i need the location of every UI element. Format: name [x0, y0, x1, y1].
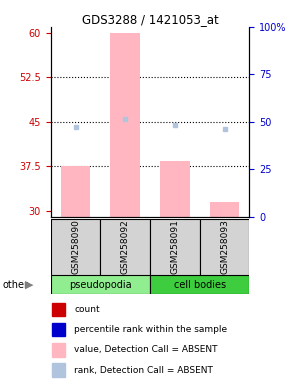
Title: GDS3288 / 1421053_at: GDS3288 / 1421053_at	[82, 13, 218, 26]
Bar	[150, 219, 200, 275]
Bar	[51, 275, 150, 294]
Text: cell bodies: cell bodies	[174, 280, 226, 290]
Text: GSM258091: GSM258091	[171, 219, 180, 274]
Bar	[100, 219, 150, 275]
Bar	[51, 219, 100, 275]
Text: rank, Detection Call = ABSENT: rank, Detection Call = ABSENT	[74, 366, 213, 374]
Bar	[210, 202, 240, 217]
Bar	[52, 343, 65, 357]
Bar	[150, 275, 249, 294]
Bar	[61, 167, 90, 217]
Text: GSM258093: GSM258093	[220, 219, 229, 274]
Bar	[110, 33, 140, 217]
Text: count: count	[74, 305, 100, 314]
Text: GSM258090: GSM258090	[71, 219, 80, 274]
Text: pseudopodia: pseudopodia	[69, 280, 132, 290]
Bar	[200, 219, 249, 275]
Text: GSM258092: GSM258092	[121, 219, 130, 274]
Bar	[52, 363, 65, 377]
Text: percentile rank within the sample: percentile rank within the sample	[74, 325, 227, 334]
Bar	[160, 161, 190, 217]
Text: ▶: ▶	[25, 280, 33, 290]
Text: value, Detection Call = ABSENT: value, Detection Call = ABSENT	[74, 346, 218, 354]
Bar	[52, 323, 65, 336]
Bar	[52, 303, 65, 316]
Text: other: other	[3, 280, 29, 290]
